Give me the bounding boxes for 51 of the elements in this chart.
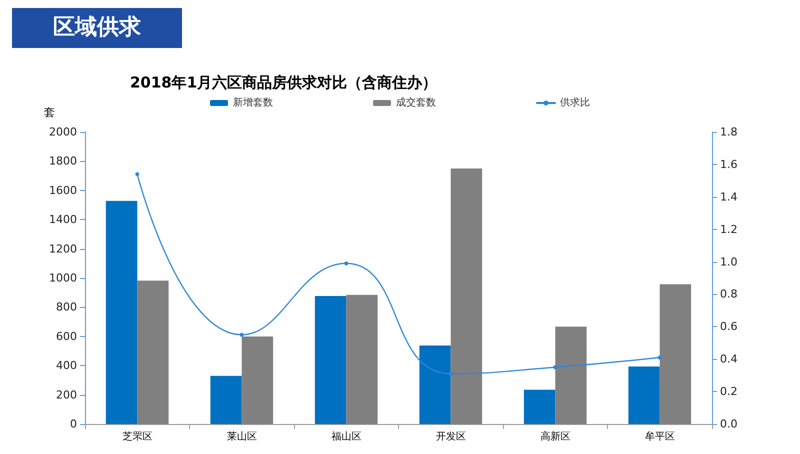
x-tick-label: 莱山区 xyxy=(226,430,257,442)
bar xyxy=(450,168,482,424)
y2-tick-label: 1.2 xyxy=(720,222,738,236)
legend-label: 成交套数 xyxy=(396,96,436,108)
bar xyxy=(242,336,274,424)
y-tick-label: 1000 xyxy=(49,272,77,284)
bar xyxy=(628,366,660,424)
y2-tick-label: 0.6 xyxy=(720,320,738,334)
x-tick-label: 牟平区 xyxy=(644,430,675,442)
legend-label: 供求比 xyxy=(560,96,590,108)
x-tick-label: 芝罘区 xyxy=(122,430,152,442)
y2-tick-label: 0.4 xyxy=(720,352,738,366)
legend-label: 新增套数 xyxy=(233,96,273,108)
y-tick-label: 200 xyxy=(56,388,77,402)
y-tick-label: 1200 xyxy=(49,242,77,256)
y-tick-label: 1800 xyxy=(49,154,77,168)
y2-tick-label: 1.8 xyxy=(720,126,738,138)
y-tick-label: 800 xyxy=(56,300,77,314)
y-tick-label: 400 xyxy=(56,359,77,372)
y-tick-label: 600 xyxy=(56,330,77,343)
x-tick-label: 福山区 xyxy=(331,430,362,442)
y-axis-title: 套 xyxy=(44,106,55,119)
bar xyxy=(555,326,587,424)
point xyxy=(240,332,244,337)
point xyxy=(658,355,662,360)
y-tick-label: 1400 xyxy=(49,213,77,226)
bar xyxy=(419,345,451,424)
point xyxy=(344,261,348,266)
y2-tick-label: 1.0 xyxy=(720,255,738,268)
y2-tick-label: 0.8 xyxy=(720,288,738,301)
y-tick-label: 0 xyxy=(70,418,77,430)
chart-title: 2018年1月六区商品房供求对比（含商住办） xyxy=(130,74,438,92)
bar xyxy=(210,376,242,424)
y2-tick-label: 1.4 xyxy=(720,190,738,204)
bar xyxy=(106,200,138,424)
bar xyxy=(346,294,378,424)
point xyxy=(135,172,140,176)
y2-tick-label: 1.6 xyxy=(720,158,738,171)
y2-tick-label: 0.0 xyxy=(720,418,738,430)
point xyxy=(553,365,558,370)
bar xyxy=(314,296,346,424)
x-tick-label: 高新区 xyxy=(540,430,570,442)
text: 区域供求 xyxy=(12,8,182,48)
y-tick-label: 1600 xyxy=(49,184,77,197)
bar xyxy=(524,390,556,424)
x-tick-label: 开发区 xyxy=(436,432,466,442)
y2-tick-label: 0.2 xyxy=(720,385,738,398)
bar xyxy=(660,284,692,424)
point xyxy=(448,372,453,376)
bar xyxy=(137,280,169,424)
y-tick-label: 2000 xyxy=(49,126,77,138)
